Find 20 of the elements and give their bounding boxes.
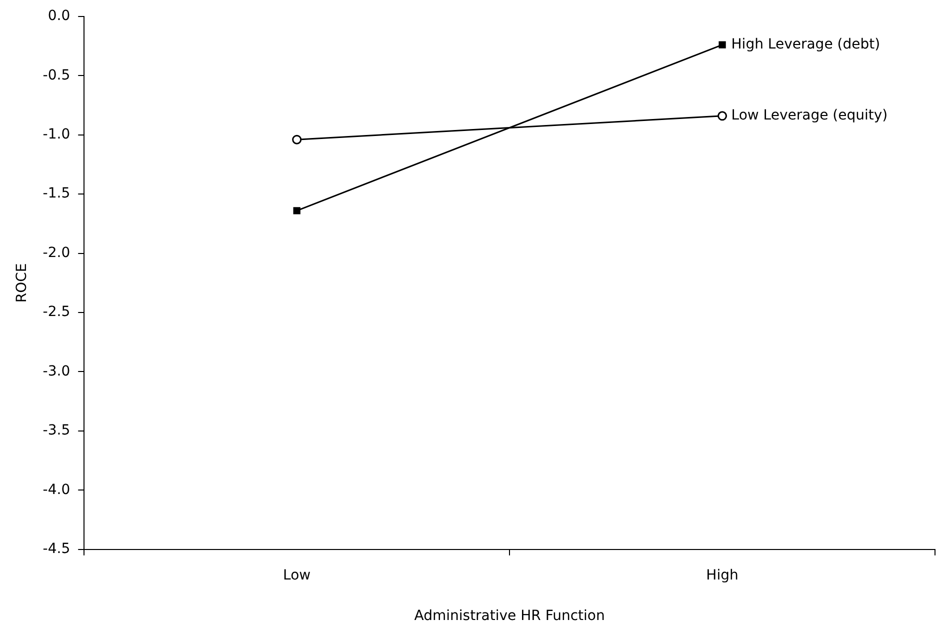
x-tick-label: High <box>706 567 738 584</box>
y-tick-label: -4.0 <box>42 482 70 498</box>
y-tick-label: -0.5 <box>42 67 70 84</box>
series-label: High Leverage (debt) <box>731 36 880 52</box>
y-tick-label: -3.5 <box>42 422 70 439</box>
y-tick-label: -2.5 <box>42 304 70 320</box>
y-tick-label: -1.5 <box>42 186 70 202</box>
y-tick-label: -3.0 <box>42 363 70 380</box>
series-label: Low Leverage (equity) <box>731 108 888 124</box>
y-tick-label: 0.0 <box>48 8 70 24</box>
point <box>292 134 302 144</box>
x-axis-title: Administrative HR Function <box>414 608 605 624</box>
y-tick-label: -1.0 <box>42 126 70 142</box>
y-tick-label: -4.5 <box>42 541 70 558</box>
point <box>718 111 728 121</box>
point <box>718 41 726 48</box>
y-axis-title: ROCE <box>14 263 30 303</box>
y-tick-label: -2.0 <box>42 244 70 261</box>
x-tick-label: Low <box>283 567 311 584</box>
point <box>293 207 300 214</box>
